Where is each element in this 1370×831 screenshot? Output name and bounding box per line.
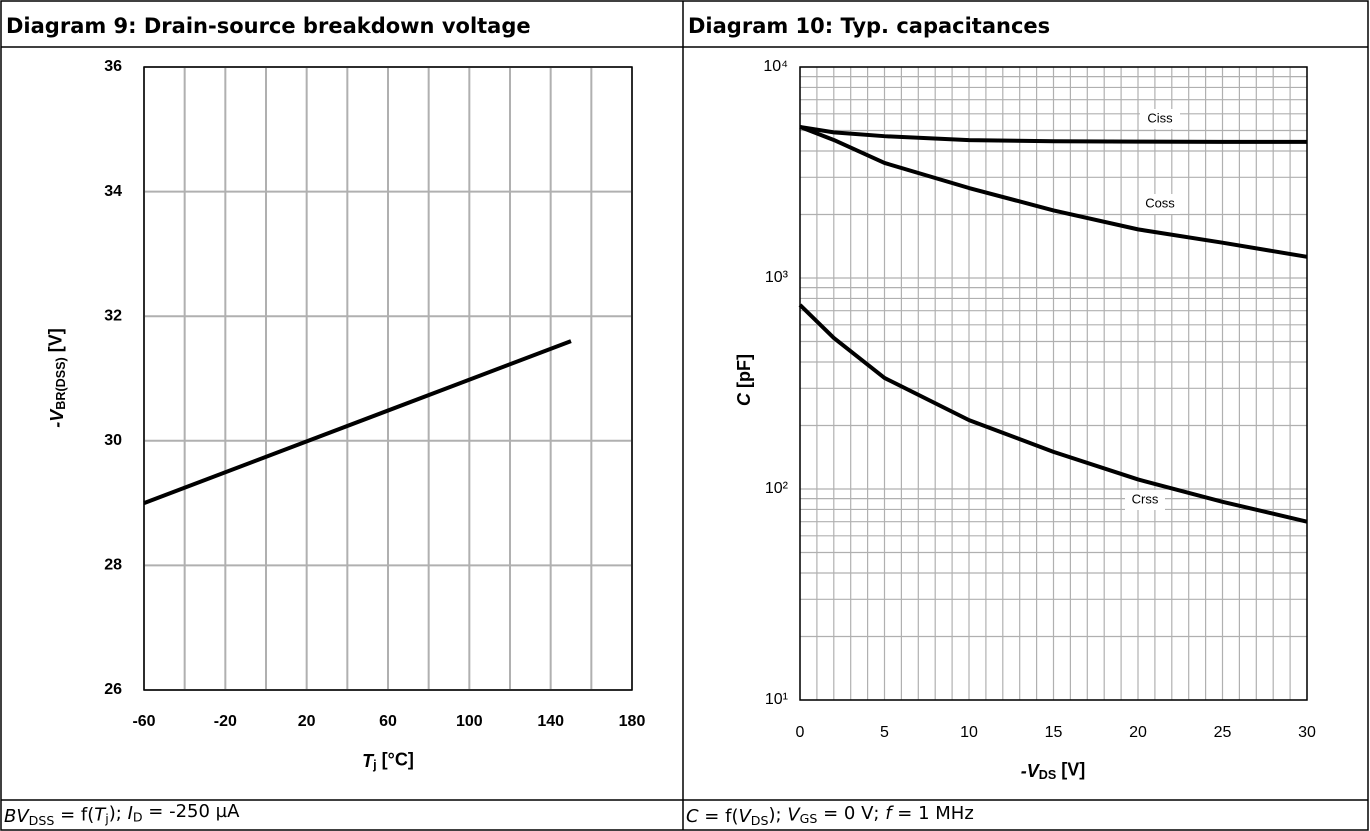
y-axis-label: -VBR(DSS) [V]: [45, 328, 68, 427]
text-segment: V: [787, 804, 801, 825]
text-segment: j: [104, 811, 109, 826]
y-tick-label: 36: [104, 58, 122, 75]
text-segment: -V: [1021, 761, 1041, 781]
caption: BVDSS = f(Tj); ID = -250 µA: [4, 801, 240, 827]
text-segment: = -250 µA: [143, 801, 241, 822]
text-segment: [V]: [1056, 759, 1085, 779]
text-segment: -V: [47, 408, 67, 428]
y-tick-label: 26: [104, 681, 122, 698]
plot-frame: [143, 66, 633, 691]
x-tick-label: 10: [960, 724, 978, 741]
chart-title: Diagram 10: Typ. capacitances: [688, 14, 1050, 38]
x-tick-label: 20: [1129, 724, 1147, 741]
x-tick-label: 100: [456, 713, 483, 730]
x-tick-label: 5: [880, 724, 889, 741]
series-line: [799, 124, 1307, 144]
x-tick-label: -60: [132, 713, 155, 730]
text-segment: f: [885, 803, 894, 824]
y-tick-label: 30: [104, 432, 122, 449]
text-segment: BV: [4, 806, 30, 827]
x-tick-label: 180: [619, 713, 646, 730]
series-line: [799, 125, 1308, 259]
y-axis-label: C [pF]: [734, 354, 754, 406]
text-segment: = 1 MHz: [892, 803, 974, 824]
x-tick-label: 140: [537, 713, 564, 730]
y-tick-label: 32: [104, 307, 122, 324]
y-tick-label: 34: [104, 183, 122, 200]
y-tick-label: 10⁴: [763, 58, 788, 75]
x-tick-label: 25: [1214, 724, 1232, 741]
text-segment: BR(DSS): [54, 357, 68, 409]
text-segment: = f(: [699, 806, 739, 827]
series-label: Coss: [1145, 195, 1175, 210]
caption: C = f(VDS); VGS = 0 V; f = 1 MHz: [686, 803, 974, 828]
x-tick-label: 30: [1298, 724, 1316, 741]
y-tick-label: 10¹: [765, 691, 788, 708]
text-segment: GS: [800, 811, 818, 826]
chart-title: Diagram 9: Drain-source breakdown voltag…: [6, 14, 531, 38]
x-axis-label: Tj [°C]: [362, 749, 414, 772]
y-tick-label: 10³: [765, 269, 789, 286]
x-tick-label: 15: [1045, 724, 1063, 741]
label-background: [1140, 194, 1180, 214]
x-tick-label: 60: [379, 713, 397, 730]
series-label: Crss: [1132, 491, 1159, 506]
text-segment: = 0 V;: [817, 803, 885, 824]
plot-frame: [799, 66, 1308, 701]
series-line: [798, 303, 1308, 524]
series-line: [143, 339, 572, 505]
text-segment: [V]: [45, 328, 65, 357]
text-segment: V: [738, 806, 752, 827]
series-label: Ciss: [1147, 110, 1173, 125]
text-segment: );: [769, 804, 788, 825]
text-segment: );: [109, 803, 128, 824]
text-segment: DS: [1039, 768, 1057, 782]
y-tick-label: 28: [104, 557, 122, 574]
x-axis-label: -VDS [V]: [1021, 759, 1086, 782]
text-segment: C: [686, 806, 699, 827]
label-background: [1125, 490, 1165, 510]
text-segment: T: [94, 804, 107, 825]
text-segment: C: [734, 392, 754, 406]
text-segment: [°C]: [377, 749, 414, 769]
text-segment: D: [133, 809, 143, 824]
x-tick-label: -20: [214, 713, 237, 730]
x-tick-label: 20: [298, 713, 316, 730]
text-segment: DS: [751, 812, 769, 827]
y-tick-label: 10²: [765, 480, 789, 497]
text-segment: DSS: [29, 812, 55, 827]
label-background: [1140, 109, 1180, 129]
text-segment: I: [128, 803, 133, 824]
text-segment: [pF]: [734, 354, 754, 393]
x-tick-label: 0: [796, 724, 805, 741]
text-segment: j: [372, 758, 377, 772]
text-segment: T: [362, 751, 375, 771]
text-segment: = f(: [54, 804, 94, 825]
